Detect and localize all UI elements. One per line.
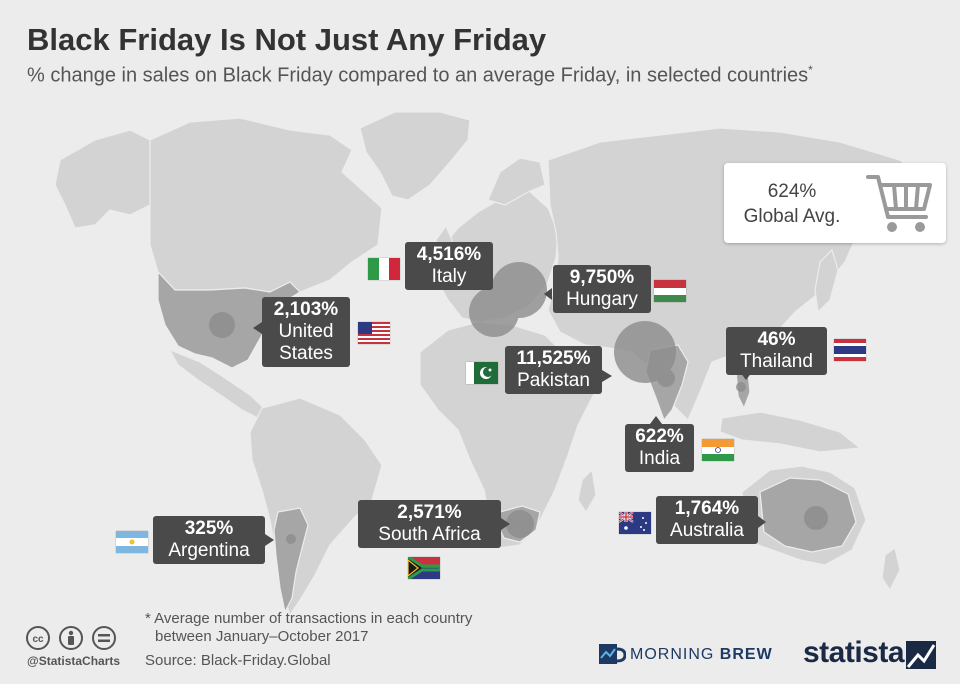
pointer-india [650, 416, 662, 424]
new-zealand-shape [881, 546, 901, 592]
subtitle-footnote-mark: * [808, 63, 813, 77]
morning-brew-text-b: BREW [719, 646, 773, 663]
canada-shape [149, 117, 383, 293]
global-average-box: 624% Global Avg. [724, 163, 946, 243]
callout-india: 622% India [625, 424, 694, 472]
morning-brew-text-a: MORNING [630, 646, 715, 663]
pointer-argentina [265, 534, 274, 546]
morning-brew-logo: MORNING BREW [630, 646, 773, 664]
cc-icon [26, 626, 50, 650]
statista-logo: statista [803, 636, 905, 669]
marker-india [657, 369, 675, 387]
chart-subtitle: % change in sales on Black Friday compar… [27, 63, 813, 88]
japan-shape [814, 248, 839, 314]
pakistan-value: 11,525% [516, 348, 591, 369]
marker-thailand [736, 382, 746, 392]
united-states-value: 2,103% [273, 299, 339, 320]
greenland-shape [359, 111, 471, 201]
thailand-value: 46% [757, 329, 796, 350]
flag-united-states-icon [358, 322, 390, 344]
argentina-name: Argentina [168, 540, 250, 561]
united-states-name-line1: United [278, 321, 334, 342]
source-text: Source: Black-Friday.Global [145, 652, 331, 669]
global-average-value: 624% [767, 181, 817, 202]
footnote: * Average number of transactions in each… [145, 610, 472, 646]
global-average-text: 624% Global Avg. [724, 179, 860, 229]
callout-australia: 1,764% Australia [656, 496, 758, 544]
alaska-shape [54, 129, 151, 229]
flag-argentina-icon [116, 531, 148, 553]
chart-title: Black Friday Is Not Just Any Friday [27, 22, 547, 57]
callout-argentina: 325% Argentina [153, 516, 265, 564]
italy-value: 4,516% [416, 244, 482, 265]
marker-argentina [286, 534, 296, 544]
callout-south-africa: 2,571% South Africa [358, 500, 501, 548]
global-average-label: Global Avg. [743, 206, 841, 227]
flag-thailand-icon [834, 339, 866, 361]
pointer-united-states [253, 322, 262, 334]
subtitle-text: % change in sales on Black Friday compar… [27, 64, 809, 87]
marker-pakistan [614, 321, 676, 383]
australia-value: 1,764% [674, 498, 740, 519]
marker-hungary [491, 262, 547, 318]
hungary-value: 9,750% [569, 267, 635, 288]
madagascar-shape [577, 468, 597, 514]
flag-india-icon [702, 439, 734, 461]
united-states-name-line2: States [279, 343, 333, 364]
south-africa-value: 2,571% [397, 502, 462, 523]
pointer-south-africa [501, 518, 510, 530]
footnote-line2: between January–October 2017 [155, 628, 369, 645]
thailand-name: Thailand [740, 351, 813, 372]
callout-united-states: 2,103% United States [262, 297, 350, 367]
hungary-name: Hungary [566, 289, 638, 310]
callout-hungary: 9,750% Hungary [553, 265, 651, 313]
argentina-shape [273, 507, 309, 614]
flag-south-africa-icon [408, 557, 440, 579]
statista-logo-icon [906, 641, 936, 669]
by-icon [59, 626, 83, 650]
callout-thailand: 46% Thailand [726, 327, 827, 375]
callout-italy: 4,516% Italy [405, 242, 493, 290]
flag-italy-icon [368, 258, 400, 280]
callout-pakistan: 11,525% Pakistan [505, 346, 602, 394]
marker-australia [804, 506, 828, 530]
argentina-value: 325% [184, 518, 234, 539]
south-africa-name: South Africa [378, 524, 481, 545]
shopping-cart-icon [866, 175, 932, 232]
morning-brew-mug-icon [599, 644, 626, 664]
license-icons: cc [26, 625, 126, 656]
italy-name: Italy [431, 266, 467, 287]
india-name: India [638, 448, 681, 469]
marker-united-states [209, 312, 235, 338]
indonesia-shape [719, 411, 862, 453]
nd-icon [92, 626, 116, 650]
pointer-pakistan [602, 370, 612, 382]
australia-name: Australia [670, 520, 744, 541]
footnote-line1: * Average number of transactions in each… [145, 610, 473, 627]
statista-handle: @StatistaCharts [27, 654, 121, 668]
pakistan-name: Pakistan [517, 370, 590, 391]
scandinavia-shape [487, 157, 546, 206]
pointer-australia [758, 516, 766, 528]
marker-south-africa [506, 510, 534, 538]
india-value: 622% [635, 426, 684, 447]
flag-australia-icon [619, 512, 651, 534]
flag-pakistan-icon [466, 362, 498, 384]
pointer-hungary [544, 288, 552, 300]
flag-hungary-icon [654, 280, 686, 302]
svg-text:cc: cc [32, 634, 44, 645]
